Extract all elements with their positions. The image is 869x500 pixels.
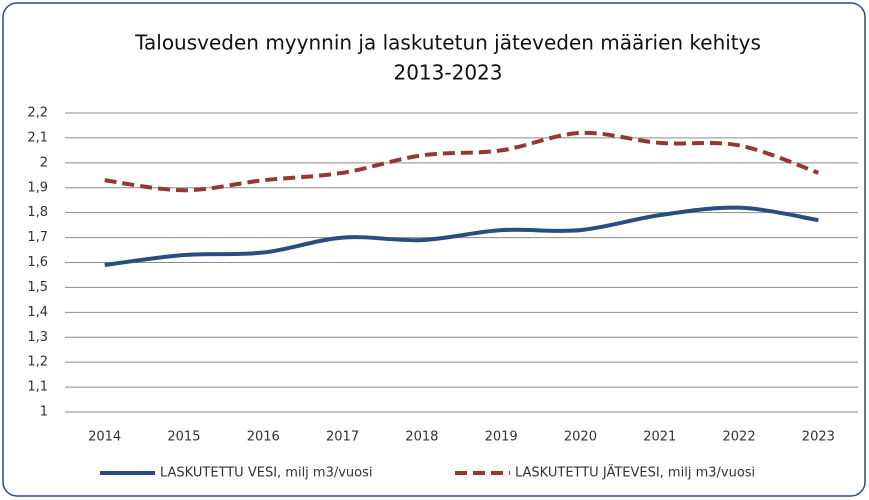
x-tick-label: 2023	[802, 430, 835, 445]
y-tick-label: 1,1	[27, 380, 48, 395]
x-tick-label: 2020	[564, 430, 597, 445]
x-tick-label: 2021	[643, 430, 676, 445]
y-tick-label: 1,7	[27, 230, 48, 245]
x-tick-label: 2017	[326, 430, 359, 445]
y-tick-label: 1,6	[27, 255, 48, 270]
y-tick-label: 1,3	[27, 330, 48, 345]
y-tick-label: 1,5	[27, 280, 48, 295]
x-tick-label: 2019	[485, 430, 518, 445]
y-tick-label: 2,2	[27, 106, 48, 121]
y-tick-label: 2,1	[27, 130, 48, 145]
y-tick-label: 2	[40, 155, 48, 170]
legend-label: LASKUTETTU VESI, milj m3/vuosi	[160, 466, 373, 481]
y-tick-label: 1,4	[27, 305, 48, 320]
x-tick-label: 2018	[405, 430, 438, 445]
y-tick-label: 1	[40, 405, 48, 420]
y-tick-label: 1,2	[27, 355, 48, 370]
x-tick-label: 2016	[247, 430, 280, 445]
chart-title: 2013-2023	[393, 61, 502, 85]
legend-label: LASKUTETTU JÄTEVESI, milj m3/vuosi	[515, 465, 755, 481]
line-series	[104, 130, 820, 193]
y-tick-label: 1,8	[27, 205, 48, 220]
y-tick-label: 1,9	[27, 180, 48, 195]
x-tick-label: 2015	[167, 430, 200, 445]
x-tick-label: 2022	[723, 430, 756, 445]
line-series	[104, 205, 819, 267]
chart-title: Talousveden myynnin ja laskutetun jäteve…	[134, 31, 761, 55]
x-tick-label: 2014	[88, 430, 121, 445]
